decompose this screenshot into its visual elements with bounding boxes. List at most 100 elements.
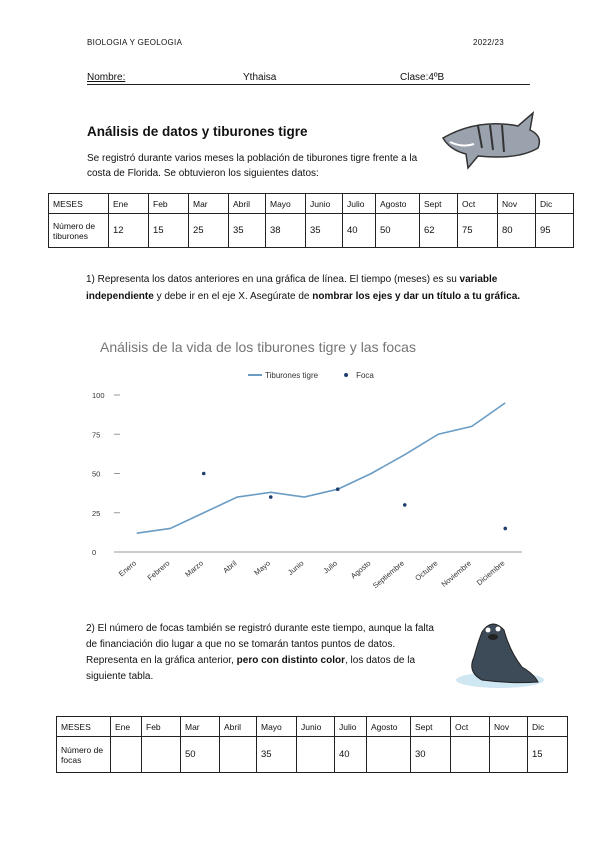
- text-run: , los datos de la siguiente tabla.: [86, 655, 416, 682]
- x-tick-label: Diciembre: [475, 559, 507, 588]
- value-cell: 80: [497, 213, 536, 248]
- series-point: [201, 471, 206, 476]
- text-run: 1) Representa los datos anteriores en un…: [86, 274, 460, 285]
- header-cell: Junio: [296, 716, 335, 737]
- legend-swatch: [344, 373, 349, 377]
- legend-label: Foca: [356, 371, 374, 380]
- header-row: MESES Ene Feb Mar Abril Mayo Junio Julio Agosto S…: [56, 716, 568, 737]
- value-cell: 25: [188, 213, 229, 248]
- shark-illustration: [441, 111, 541, 170]
- header-cell: MESES: [56, 716, 111, 737]
- header-cell: Ene: [108, 193, 149, 214]
- series-point: [268, 495, 273, 499]
- header-cell: Mar: [188, 193, 229, 214]
- value-cell: 62: [419, 213, 458, 248]
- year: 2022/23: [473, 38, 505, 47]
- header-cell: Feb: [141, 716, 181, 737]
- x-tick-label: Julio: [321, 559, 339, 576]
- header-cell: Oct: [457, 193, 498, 214]
- value-cell: 75: [457, 213, 498, 248]
- value-cell: 50: [375, 213, 420, 248]
- header-cell: Dic: [527, 716, 568, 737]
- instruction-1: 1) Representa los datos anteriores en un…: [86, 271, 522, 305]
- row-label: Número de focas: [56, 736, 111, 773]
- shark-table: MESES Ene Feb Mar Abril Mayo Junio Julio Agosto S…: [48, 193, 574, 248]
- header-cell: Oct: [450, 716, 490, 737]
- value-cell: [489, 736, 528, 773]
- series-line: [136, 402, 506, 534]
- instruction-2: 2) El número de focas también se registr…: [86, 621, 446, 685]
- header-cell: Abril: [219, 716, 257, 737]
- value-cell: [296, 736, 335, 773]
- name-label: Nombre:: [87, 72, 126, 83]
- text-run: nombrar los ejes y dar un título a tu gr…: [312, 291, 521, 302]
- value-cell: 40: [342, 213, 376, 248]
- header-cell: Julio: [334, 716, 367, 737]
- x-tick-label: Mayo: [252, 559, 272, 578]
- x-tick-label: Junio: [286, 559, 306, 577]
- text-run: y debe ir en el eje X. Asegúrate de: [153, 291, 313, 302]
- text-run: variable independiente: [86, 274, 498, 302]
- value-cell: 38: [265, 213, 306, 248]
- header-row: MESES Ene Feb Mar Abril Mayo Junio Julio Agosto S…: [48, 193, 574, 214]
- y-tick-label: 25: [92, 509, 100, 518]
- y-tick-label: 100: [92, 391, 105, 400]
- header-cell: Sept: [410, 716, 451, 737]
- x-tick-label: Octubre: [413, 559, 439, 583]
- x-tick-label: Agosto: [349, 559, 373, 581]
- value-cell: 12: [108, 213, 149, 248]
- student-name: Ythaisa: [243, 72, 277, 83]
- y-tick-label: 0: [92, 548, 96, 557]
- x-tick-label: Febrero: [146, 559, 172, 583]
- header-cell: Mayo: [256, 716, 297, 737]
- value-cell: 40: [334, 736, 367, 773]
- value-cell: [110, 736, 142, 773]
- seal-table: MESES Ene Feb Mar Abril Mayo Junio Julio Agosto S…: [56, 716, 568, 773]
- header-cell: Agosto: [375, 193, 420, 214]
- data-row: Número de tiburones 12 15 25 35 38 35 40 50 62 75 8…: [48, 213, 574, 248]
- header-cell: Dic: [535, 193, 574, 214]
- header-cell: Agosto: [366, 716, 411, 737]
- y-tick-label: 75: [92, 430, 100, 439]
- text-run: 2) El número de focas también se registr…: [86, 623, 434, 666]
- class: Clase:4ºB: [400, 72, 445, 83]
- header-cell: Mayo: [265, 193, 306, 214]
- value-cell: [219, 736, 257, 773]
- value-cell: 35: [228, 213, 266, 248]
- x-tick-label: Septiembre: [371, 559, 406, 591]
- subject: BIOLOGIA Y GEOLOGIA: [87, 38, 183, 47]
- header-cell: Nov: [489, 716, 528, 737]
- series-point: [335, 487, 340, 491]
- x-tick-label: Abril: [221, 558, 239, 575]
- header-cell: Sept: [419, 193, 458, 214]
- header-cell: Junio: [305, 193, 343, 214]
- series-point: [503, 526, 508, 531]
- header-cell: Mar: [180, 716, 220, 737]
- name-underline: [87, 84, 530, 85]
- value-cell: 15: [148, 213, 189, 248]
- chart: Análisis de la vida de los tiburones tig…: [92, 339, 522, 591]
- series-point: [402, 503, 407, 507]
- value-cell: 50: [180, 736, 220, 773]
- x-tick-label: Noviembre: [439, 559, 473, 589]
- header-cell: Abril: [228, 193, 266, 214]
- data-row: Número de focas 50 35 40 30 15: [56, 736, 568, 773]
- value-cell: [366, 736, 411, 773]
- x-tick-label: Marzo: [183, 559, 205, 579]
- legend-label: Tiburones tigre: [265, 371, 319, 380]
- value-cell: 30: [410, 736, 451, 773]
- header-cell: Julio: [342, 193, 376, 214]
- header-cell: Feb: [148, 193, 189, 214]
- value-cell: 95: [535, 213, 574, 248]
- x-tick-label: Enero: [117, 559, 138, 579]
- value-cell: [450, 736, 490, 773]
- chart-title: Análisis de la vida de los tiburones tig…: [100, 339, 416, 355]
- text-run: pero con distinto color: [236, 655, 345, 666]
- header-cell: MESES: [48, 193, 109, 214]
- y-tick-label: 50: [92, 470, 100, 479]
- intro: Se registró durante varios meses la pobl…: [87, 153, 418, 179]
- value-cell: [141, 736, 181, 773]
- value-cell: 35: [256, 736, 297, 773]
- value-cell: 15: [527, 736, 568, 773]
